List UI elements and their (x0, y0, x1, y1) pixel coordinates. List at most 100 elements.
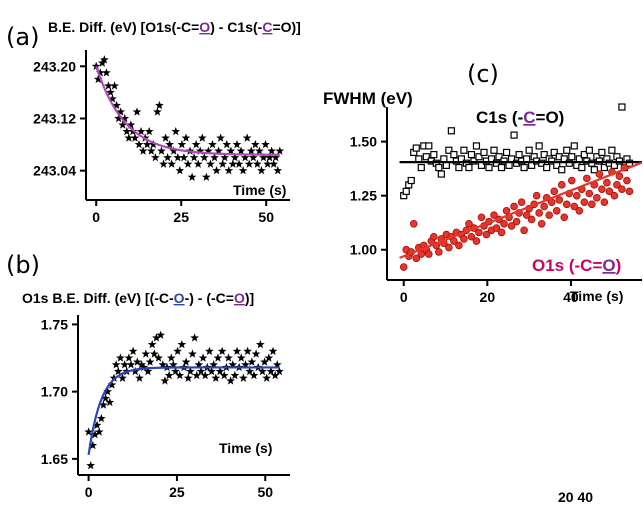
data-point (275, 146, 285, 155)
data-point (252, 159, 262, 168)
data-point (583, 174, 591, 183)
x-tick-label: 0 (85, 484, 93, 500)
data-point (160, 376, 170, 385)
data-point (430, 232, 438, 241)
data-point (460, 235, 468, 243)
panel-a-title-part: O (199, 19, 210, 35)
data-point (520, 226, 528, 235)
data-point (139, 362, 149, 372)
panel-b-title: O1s B.E. Diff. (eV) [(-C-O-) - (-C=O)] (22, 290, 254, 306)
data-point (497, 163, 506, 172)
data-point (543, 163, 551, 172)
data-point (189, 153, 199, 162)
data-point (250, 139, 260, 149)
data-point (163, 153, 172, 162)
data-point (194, 360, 204, 369)
data-point (522, 211, 531, 219)
data-point (191, 139, 201, 149)
data-point (122, 126, 132, 136)
data-point (210, 153, 219, 162)
panel-label-c: (c) (467, 60, 499, 88)
data-point (510, 202, 518, 211)
data-point (224, 166, 234, 175)
data-point (159, 159, 168, 168)
data-point (206, 159, 215, 168)
x-axis-label: Time (s) (219, 440, 272, 456)
y-tick-label: 243.12 (33, 110, 76, 126)
data-point (409, 219, 418, 228)
y-tick-label: 1.75 (41, 316, 68, 332)
data-point (105, 397, 115, 407)
data-point (224, 353, 233, 362)
data-point (173, 346, 183, 356)
o1s-label-part: O (602, 256, 615, 275)
y-tick-label: 1.65 (41, 451, 68, 467)
data-point (152, 333, 161, 342)
data-point (226, 146, 236, 155)
data-point (169, 360, 178, 369)
data-point (540, 150, 548, 159)
data-point (257, 166, 266, 175)
data-point (545, 211, 553, 219)
data-point (209, 360, 219, 369)
data-point (425, 142, 433, 150)
data-point (126, 360, 136, 369)
data-point (226, 376, 236, 385)
data-point (135, 373, 144, 382)
data-point (263, 159, 272, 168)
data-point (183, 373, 193, 382)
data-point (183, 159, 193, 168)
data-point (94, 427, 104, 436)
data-point (236, 353, 246, 362)
data-point (88, 440, 98, 450)
data-point (425, 250, 433, 258)
data-point (255, 146, 264, 155)
data-point (262, 373, 272, 382)
o1s-label-part: O1s (-C= (532, 256, 602, 275)
data-point (246, 146, 256, 155)
data-point (126, 120, 136, 129)
data-point (465, 219, 473, 228)
data-point (600, 163, 608, 172)
data-point (138, 146, 148, 155)
data-point (532, 191, 541, 200)
data-point (90, 430, 100, 439)
x-tick-label: 50 (257, 484, 273, 500)
data-point (412, 254, 421, 263)
data-point (164, 370, 174, 380)
data-point (213, 353, 223, 362)
data-point (143, 366, 153, 376)
x-axis-label: Time (s) (233, 182, 286, 198)
data-point (175, 370, 185, 380)
data-point (472, 142, 481, 150)
data-point (500, 219, 508, 228)
data-point (465, 163, 473, 172)
data-point (104, 81, 113, 90)
data-point (108, 94, 117, 103)
data-point (118, 373, 127, 382)
data-point (187, 172, 197, 181)
data-point (101, 393, 110, 403)
data-point (192, 370, 202, 380)
data-point (615, 172, 624, 181)
data-point (562, 200, 571, 209)
data-point (623, 176, 631, 185)
data-point (605, 187, 614, 196)
data-point (258, 366, 267, 376)
data-point (445, 146, 453, 154)
o1s-series-label: O1s (-C=O) (532, 256, 621, 275)
data-point (113, 366, 123, 376)
data-point (107, 380, 117, 389)
fit-line (399, 161, 643, 259)
data-point (445, 243, 453, 252)
panel-label-b: (b) (6, 251, 40, 279)
data-point (467, 150, 476, 159)
c1s-series-label: C1s (-C=O) (476, 108, 564, 127)
data-point (550, 187, 559, 196)
data-point (124, 133, 134, 142)
x-tick-label: 0 (92, 209, 100, 225)
panel-b-title-part: )] (245, 290, 254, 306)
data-point (537, 219, 546, 228)
fit-line (87, 366, 280, 456)
